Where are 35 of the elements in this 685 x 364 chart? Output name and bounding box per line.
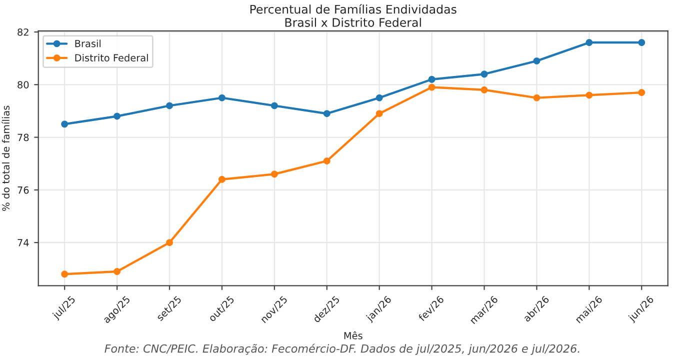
point [376,110,383,118]
y-tick-label: 78 [18,134,29,142]
point [480,86,488,94]
point [480,70,488,78]
legend-label: Distrito Federal [75,54,148,62]
y-tick-label: 80 [18,81,29,88]
point [166,239,173,246]
x-axis-title: Mês [344,331,362,340]
point [61,120,68,128]
y-axis-title: % do total de famílias [2,106,10,211]
point [270,170,278,178]
point [114,268,121,275]
chart-title: Percentual de Famílias Endividadas Brasil x Distrito Federal [250,4,456,27]
point [533,57,540,64]
y-tick-label: 74 [18,239,29,246]
point [638,39,646,46]
legend-label: Brasil [75,40,101,48]
source-note: Fonte: CNC/PEIC. Elaboração: Fecomércio-DF. Dados de jul/2025, jun/2026 e jul/2026. [104,344,580,355]
point [533,94,540,102]
point [323,158,330,164]
point [270,102,278,110]
point [586,39,593,46]
point [114,112,121,120]
point [638,89,646,96]
point [218,176,226,183]
point [586,92,593,99]
y-tick-label: 82 [18,28,28,36]
point [218,94,226,102]
y-tick-label: 76 [18,186,29,194]
point [428,76,436,83]
point [61,270,68,278]
point [323,110,330,118]
point [376,94,383,102]
point [166,102,173,110]
point [428,84,436,91]
